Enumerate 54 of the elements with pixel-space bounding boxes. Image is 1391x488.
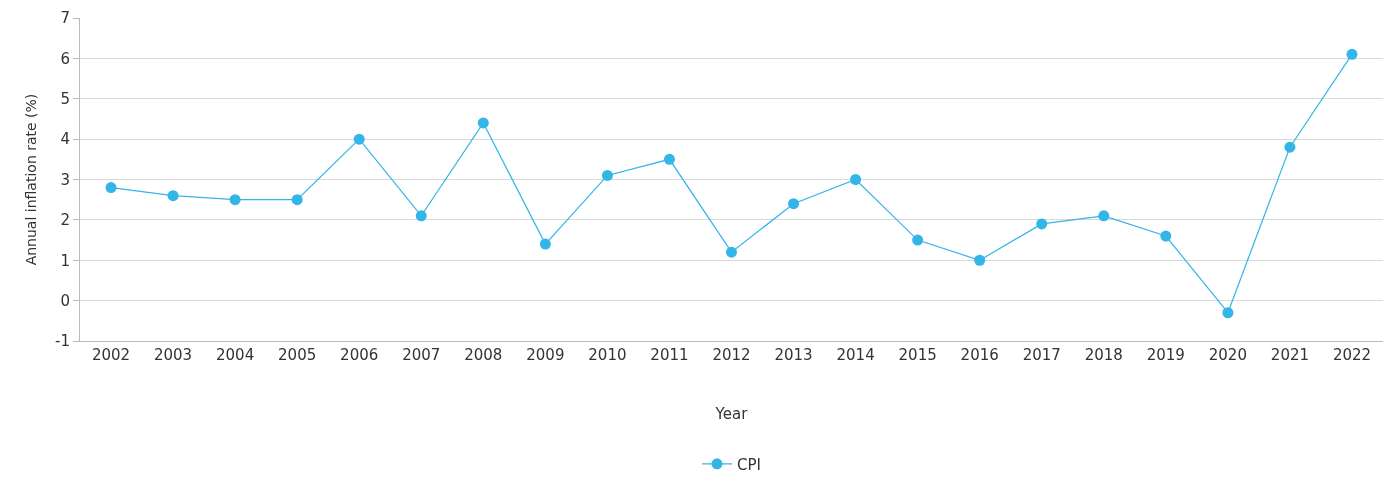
x-tick-label: 2008 bbox=[464, 346, 503, 364]
x-tick-label: 2016 bbox=[960, 346, 999, 364]
point bbox=[1160, 230, 1172, 242]
point bbox=[1284, 141, 1296, 153]
point bbox=[912, 234, 924, 246]
point bbox=[850, 174, 862, 185]
point bbox=[601, 169, 613, 181]
x-tick-label: 2003 bbox=[153, 346, 193, 364]
point bbox=[539, 238, 551, 250]
x-tick-label: 2011 bbox=[650, 346, 689, 364]
y-tick-label: -1 bbox=[55, 332, 70, 351]
point bbox=[415, 210, 427, 222]
point bbox=[105, 182, 117, 194]
x-tick-label: 2005 bbox=[278, 346, 317, 364]
y-tick-label: 1 bbox=[60, 251, 70, 270]
point bbox=[726, 246, 737, 258]
x-tick-label: 2019 bbox=[1146, 346, 1185, 364]
y-tick-label: 2 bbox=[60, 211, 70, 230]
x-tick-label: 2007 bbox=[402, 346, 441, 364]
x-tick-label: 2004 bbox=[216, 346, 255, 364]
x-tick-label: 2006 bbox=[340, 346, 379, 364]
x-axis-title: Year bbox=[714, 405, 749, 423]
x-tick-label: 2015 bbox=[898, 346, 937, 364]
x-tick-label: 2022 bbox=[1332, 346, 1372, 364]
x-tick-label: 2017 bbox=[1022, 346, 1061, 364]
point bbox=[1346, 48, 1358, 60]
y-tick-label: 7 bbox=[60, 9, 70, 28]
point bbox=[167, 190, 179, 202]
y-tick-label: 3 bbox=[60, 170, 70, 189]
point bbox=[788, 198, 800, 210]
x-tick-label: 2013 bbox=[774, 346, 813, 364]
point bbox=[1036, 218, 1048, 230]
x-tick-label: 2009 bbox=[526, 346, 565, 364]
y-tick-label: 5 bbox=[60, 90, 70, 108]
x-tick-label: 2020 bbox=[1208, 346, 1247, 364]
point bbox=[477, 117, 489, 129]
y-axis-title: Annual inflation rate (%) bbox=[22, 93, 39, 266]
x-tick-label: 2012 bbox=[712, 346, 751, 364]
point bbox=[291, 194, 303, 206]
point bbox=[229, 194, 241, 206]
x-tick-label: 2010 bbox=[588, 346, 627, 364]
x-tick-label: 2014 bbox=[836, 346, 875, 364]
point bbox=[663, 153, 675, 165]
point bbox=[974, 254, 986, 266]
point bbox=[353, 133, 365, 145]
point bbox=[1222, 307, 1234, 319]
x-tick-label: 2018 bbox=[1084, 346, 1123, 364]
legend-label: CPI bbox=[737, 455, 761, 474]
y-tick-label: 0 bbox=[60, 291, 70, 310]
point bbox=[1098, 210, 1110, 222]
y-tick-label: 4 bbox=[60, 130, 70, 149]
x-tick-label: 2021 bbox=[1270, 346, 1310, 364]
x-tick-label: 2002 bbox=[91, 346, 131, 364]
y-tick-label: 6 bbox=[60, 49, 70, 68]
